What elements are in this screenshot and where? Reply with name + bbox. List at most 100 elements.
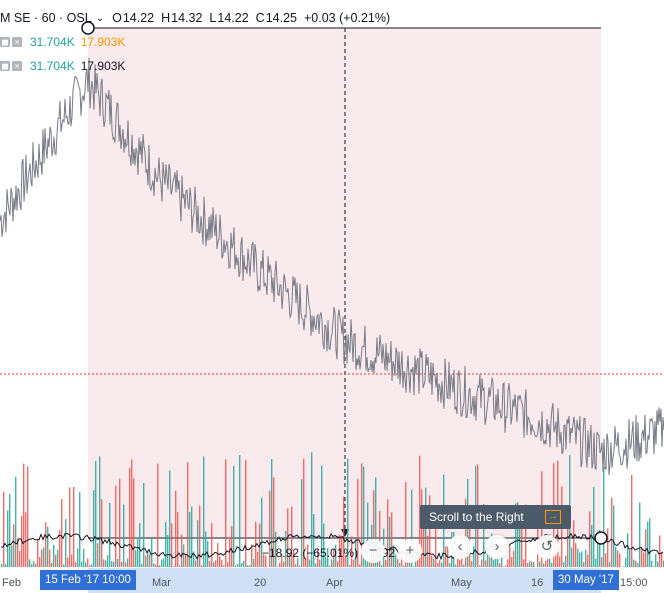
volume-bar (507, 559, 509, 567)
volume-bar (201, 565, 203, 567)
volume-bar (257, 551, 259, 567)
volume-bar (545, 560, 547, 567)
volume-bar (459, 559, 461, 567)
volume-bar (333, 549, 335, 567)
volume-bar (225, 459, 227, 567)
volume-bar (237, 564, 239, 567)
volume-bar (131, 459, 133, 567)
volume-bar (573, 520, 575, 567)
reset-chart-button[interactable]: ↺ (535, 535, 559, 559)
time-axis-tick: 20 (254, 577, 267, 589)
volume-bar (37, 539, 39, 567)
volume-bar (161, 559, 163, 567)
volume-bar (501, 555, 503, 567)
volume-bar (61, 499, 63, 567)
measure-end-handle[interactable] (594, 531, 608, 545)
scroll-right-button[interactable]: › (485, 535, 509, 559)
volume-bar (607, 528, 609, 567)
arrow-right-bar-icon: → (545, 510, 561, 524)
volume-bar (277, 566, 279, 567)
volume-bar (219, 556, 221, 567)
volume-bar (113, 562, 115, 567)
volume-bar (577, 548, 579, 567)
volume-bar (63, 564, 65, 567)
volume-bar (521, 517, 523, 567)
volume-bar (555, 555, 557, 567)
change-value: +0.03 (+0.21%) (303, 11, 391, 25)
volume-bar (527, 563, 529, 567)
volume-bar (227, 562, 229, 567)
low-label: L (209, 11, 217, 25)
volume-bar (3, 491, 5, 567)
volume-bar (457, 557, 459, 567)
volume-bar (143, 483, 145, 567)
volume-bar (505, 565, 507, 567)
close-icon[interactable]: × (12, 37, 22, 47)
zoom-out-button[interactable]: − (361, 539, 385, 563)
volume-bar (485, 560, 487, 567)
high-label: H (161, 11, 171, 25)
volume-bar (445, 546, 447, 567)
volume-bar (645, 529, 647, 567)
volume-bar (149, 554, 151, 567)
volume-bar (359, 564, 361, 567)
volume-bar (13, 524, 15, 567)
price-series-line (0, 57, 664, 476)
volume-bar (239, 455, 241, 567)
volume-bar (597, 536, 599, 567)
volume-bar (599, 530, 601, 567)
settings-icon[interactable]: ◼ (0, 37, 10, 47)
scroll-left-button[interactable]: ‹ (448, 535, 472, 559)
legend-volume-value: 31.704K (30, 59, 75, 73)
volume-bar (309, 559, 311, 567)
volume-bar (11, 545, 13, 567)
volume-bar (163, 558, 165, 567)
volume-bar (345, 555, 347, 567)
measure-start-handle[interactable] (81, 21, 95, 35)
volume-bar (603, 467, 605, 567)
volume-bar (301, 479, 303, 567)
volume-bar (59, 530, 61, 567)
symbol-name[interactable]: M SE · 60 · OSL (0, 11, 92, 25)
volume-bar (633, 559, 635, 567)
settings-icon[interactable]: ◼ (0, 61, 10, 71)
volume-bar (325, 556, 327, 567)
volume-bar (575, 543, 577, 567)
zoom-in-button[interactable]: + (398, 539, 422, 563)
close-icon[interactable]: × (12, 61, 22, 71)
volume-bar (121, 561, 123, 567)
volume-bar (397, 559, 399, 567)
time-axis-tick: 16 (531, 577, 544, 589)
volume-bar (493, 559, 495, 567)
volume-bar (203, 456, 205, 567)
volume-bar (87, 558, 89, 567)
volume-bar (337, 561, 339, 567)
chevron-down-icon[interactable]: ⌄ (95, 12, 105, 24)
volume-bar (141, 563, 143, 567)
volume-bar (85, 562, 87, 567)
volume-bar (129, 468, 131, 567)
volume-bar (439, 560, 441, 567)
volume-bar (391, 512, 393, 567)
legend-ma-value: 17.903K (80, 59, 126, 73)
volume-bar (65, 519, 67, 567)
volume-bar (187, 462, 189, 567)
volume-bar (269, 490, 271, 567)
volume-bar (415, 557, 417, 567)
volume-bar (245, 459, 247, 567)
volume-bar (511, 556, 513, 567)
volume-bar (45, 522, 47, 567)
open-label: O (112, 11, 122, 25)
time-axis-end-tag: 30 May '17 (553, 570, 619, 590)
volume-bar (95, 460, 97, 567)
volume-bars (1, 452, 664, 567)
volume-bar (233, 465, 235, 567)
volume-bar (123, 504, 125, 567)
volume-bar (171, 523, 173, 567)
volume-bar (275, 531, 277, 567)
volume-bar (381, 565, 383, 567)
volume-bar (661, 552, 663, 567)
volume-bar (137, 537, 139, 567)
